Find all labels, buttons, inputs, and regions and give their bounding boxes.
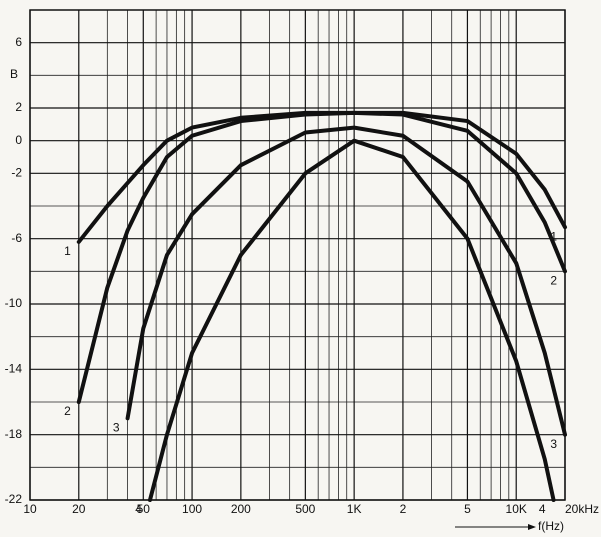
x-tick-label: 50 bbox=[137, 502, 151, 516]
x-tick-label: 10 bbox=[23, 502, 37, 516]
curve-label: 1 bbox=[64, 244, 71, 258]
x-tick-label: 500 bbox=[295, 502, 315, 516]
x-tick-label: 10K bbox=[506, 502, 527, 516]
x-tick-label: 100 bbox=[182, 502, 202, 516]
y-tick-label: 2 bbox=[15, 100, 22, 114]
y-tick-label: -18 bbox=[5, 427, 23, 441]
curve-label: 3 bbox=[113, 421, 120, 435]
y-tick-label: -6 bbox=[11, 231, 22, 245]
curve-label: 4 bbox=[135, 502, 142, 516]
x-tick-label: 5 bbox=[464, 502, 471, 516]
curve-label: 2 bbox=[64, 404, 71, 418]
curve-label: 4 bbox=[539, 502, 546, 516]
curve-label: 2 bbox=[550, 274, 557, 288]
y-tick-label: -22 bbox=[5, 492, 23, 506]
x-tick-label: 1K bbox=[347, 502, 362, 516]
x-tick-label: 20kHz bbox=[565, 502, 599, 516]
line-series bbox=[76, 110, 567, 404]
line-series bbox=[125, 125, 567, 437]
y-tick-label: -2 bbox=[11, 166, 22, 180]
x-tick-label: 2 bbox=[400, 502, 407, 516]
x-axis-label: f(Hz) bbox=[538, 519, 564, 533]
line-series bbox=[147, 138, 556, 502]
axis-arrow-head bbox=[528, 524, 536, 530]
curve-label: 1 bbox=[550, 229, 557, 243]
y-tick-label: 6 bbox=[15, 35, 22, 49]
curve-label: 3 bbox=[550, 437, 557, 451]
y-axis-label: B bbox=[10, 67, 18, 81]
x-tick-label: 200 bbox=[231, 502, 251, 516]
y-tick-label: -14 bbox=[5, 362, 23, 376]
y-tick-label: -10 bbox=[5, 296, 23, 310]
x-tick-label: 20 bbox=[72, 502, 86, 516]
plot-frame bbox=[29, 9, 566, 501]
y-tick-label: 0 bbox=[15, 133, 22, 147]
